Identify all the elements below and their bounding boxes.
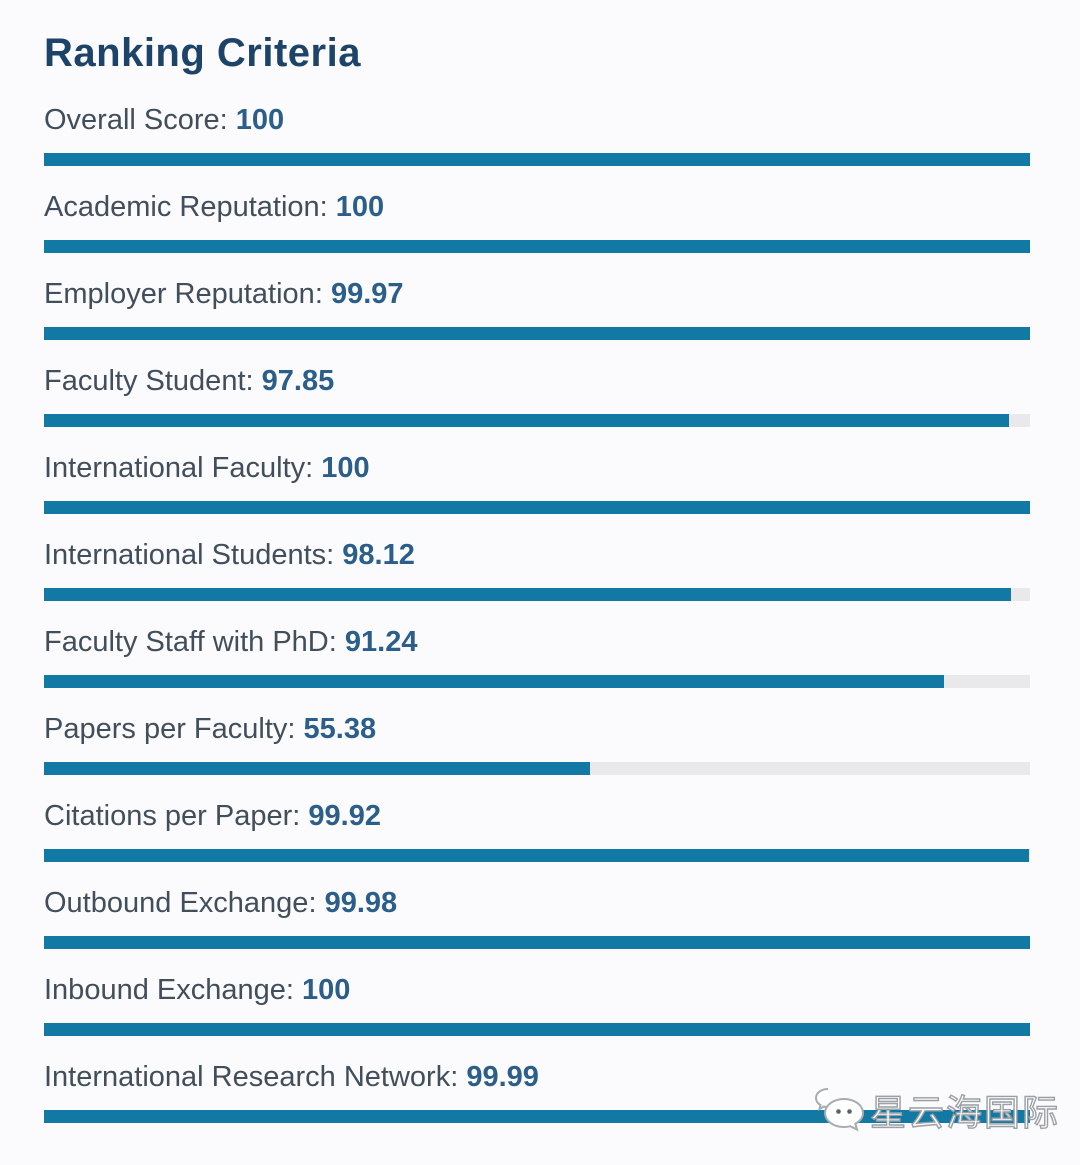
progress-bar-track xyxy=(44,588,1030,601)
criteria-value: 99.99 xyxy=(466,1061,539,1093)
criteria-value: 91.24 xyxy=(344,626,418,658)
progress-bar-track xyxy=(44,849,1030,862)
criteria-separator: : xyxy=(450,1061,467,1093)
criteria-name: Academic Reputation xyxy=(44,191,320,223)
progress-bar-fill xyxy=(44,675,944,688)
criteria-name: Overall Score xyxy=(44,104,220,136)
criteria-row: International Students: 98.12 xyxy=(44,537,1030,601)
progress-bar-track xyxy=(44,762,1030,775)
page-title: Ranking Criteria xyxy=(44,31,361,75)
criteria-separator: : xyxy=(245,365,262,397)
criteria-separator: : xyxy=(308,887,325,919)
criteria-label: Citations per Paper: 99.92 xyxy=(44,798,1030,834)
criteria-separator: : xyxy=(305,452,322,484)
progress-bar-fill xyxy=(44,501,1030,514)
criteria-name: Citations per Paper xyxy=(44,800,293,832)
ranking-criteria-panel: Ranking Criteria Overall Score: 100 Acade… xyxy=(44,31,1030,1123)
criteria-separator: : xyxy=(328,626,345,658)
progress-bar-fill xyxy=(44,588,1012,601)
criteria-separator: : xyxy=(287,713,304,745)
criteria-label: International Faculty: 100 xyxy=(44,450,1030,486)
criteria-label: Papers per Faculty: 55.38 xyxy=(44,711,1030,747)
criteria-label: Academic Reputation: 100 xyxy=(44,189,1030,225)
criteria-value: 100 xyxy=(321,452,370,484)
criteria-separator: : xyxy=(314,278,331,310)
progress-bar-fill xyxy=(44,240,1030,253)
progress-bar-track xyxy=(44,1023,1030,1036)
criteria-name: International Students xyxy=(44,539,327,571)
criteria-row: International Research Network: 99.99 xyxy=(44,1059,1030,1123)
criteria-label: International Students: 98.12 xyxy=(44,537,1030,573)
criteria-name: Papers per Faculty xyxy=(44,713,288,745)
progress-bar-track xyxy=(44,153,1030,166)
watermark: 星云海国际 xyxy=(814,1087,1060,1139)
watermark-text: 星云海国际 xyxy=(869,1091,1060,1133)
criteria-row: Citations per Paper: 99.92 xyxy=(44,798,1030,862)
criteria-row: Academic Reputation: 100 xyxy=(44,189,1030,253)
criteria-row: Papers per Faculty: 55.38 xyxy=(44,711,1030,775)
criteria-name: Employer Reputation xyxy=(44,278,315,310)
criteria-value: 100 xyxy=(235,104,285,136)
criteria-separator: : xyxy=(326,539,343,571)
criteria-label: International Research Network: 99.99 xyxy=(44,1059,1030,1095)
criteria-list: Overall Score: 100 Academic Reputation: 1… xyxy=(44,102,1030,1123)
criteria-name: International Research Network xyxy=(44,1061,451,1093)
progress-bar-track xyxy=(44,501,1030,514)
criteria-row: Employer Reputation: 99.97 xyxy=(44,276,1030,340)
progress-bar-fill xyxy=(44,414,1009,427)
criteria-row: Faculty Staff with PhD: 91.24 xyxy=(44,624,1030,688)
criteria-value: 97.85 xyxy=(261,365,335,397)
criteria-separator: : xyxy=(219,104,236,136)
criteria-separator: : xyxy=(292,800,309,832)
criteria-row: International Faculty: 100 xyxy=(44,450,1030,514)
progress-bar-fill xyxy=(44,849,1030,862)
progress-bar-track xyxy=(44,675,1030,688)
criteria-separator: : xyxy=(285,974,302,1006)
criteria-label: Faculty Student: 97.85 xyxy=(44,363,1030,399)
criteria-value: 100 xyxy=(335,191,385,223)
wechat-icon xyxy=(814,1088,864,1132)
criteria-value: 99.98 xyxy=(324,887,398,919)
criteria-value: 99.97 xyxy=(330,278,404,310)
criteria-separator: : xyxy=(319,191,336,223)
criteria-label: Overall Score: 100 xyxy=(44,102,1030,138)
criteria-name: Outbound Exchange xyxy=(44,887,309,919)
criteria-name: Faculty Staff with PhD xyxy=(44,626,329,658)
criteria-name: International Faculty xyxy=(44,452,306,484)
progress-bar-track xyxy=(44,240,1030,253)
criteria-label: Inbound Exchange: 100 xyxy=(44,972,1030,1008)
criteria-row: Overall Score: 100 xyxy=(44,102,1030,166)
criteria-row: Outbound Exchange: 99.98 xyxy=(44,885,1030,949)
progress-bar-fill xyxy=(44,327,1030,340)
criteria-name: Inbound Exchange xyxy=(44,974,286,1006)
criteria-value: 100 xyxy=(302,974,351,1006)
criteria-name: Faculty Student xyxy=(44,365,246,397)
criteria-value: 55.38 xyxy=(303,713,377,745)
criteria-row: Faculty Student: 97.85 xyxy=(44,363,1030,427)
progress-bar-track xyxy=(44,936,1030,949)
criteria-value: 99.92 xyxy=(308,800,381,832)
criteria-label: Outbound Exchange: 99.98 xyxy=(44,885,1030,921)
progress-bar-fill xyxy=(44,153,1030,166)
progress-bar-fill xyxy=(44,1110,1030,1123)
progress-bar-track xyxy=(44,414,1030,427)
progress-bar-fill xyxy=(44,1023,1030,1036)
progress-bar-fill xyxy=(44,936,1030,949)
progress-bar-track xyxy=(44,1110,1030,1123)
criteria-label: Faculty Staff with PhD: 91.24 xyxy=(44,624,1030,660)
progress-bar-fill xyxy=(44,762,591,775)
criteria-row: Inbound Exchange: 100 xyxy=(44,972,1030,1036)
progress-bar-track xyxy=(44,327,1030,340)
criteria-label: Employer Reputation: 99.97 xyxy=(44,276,1030,312)
criteria-value: 98.12 xyxy=(342,539,415,571)
